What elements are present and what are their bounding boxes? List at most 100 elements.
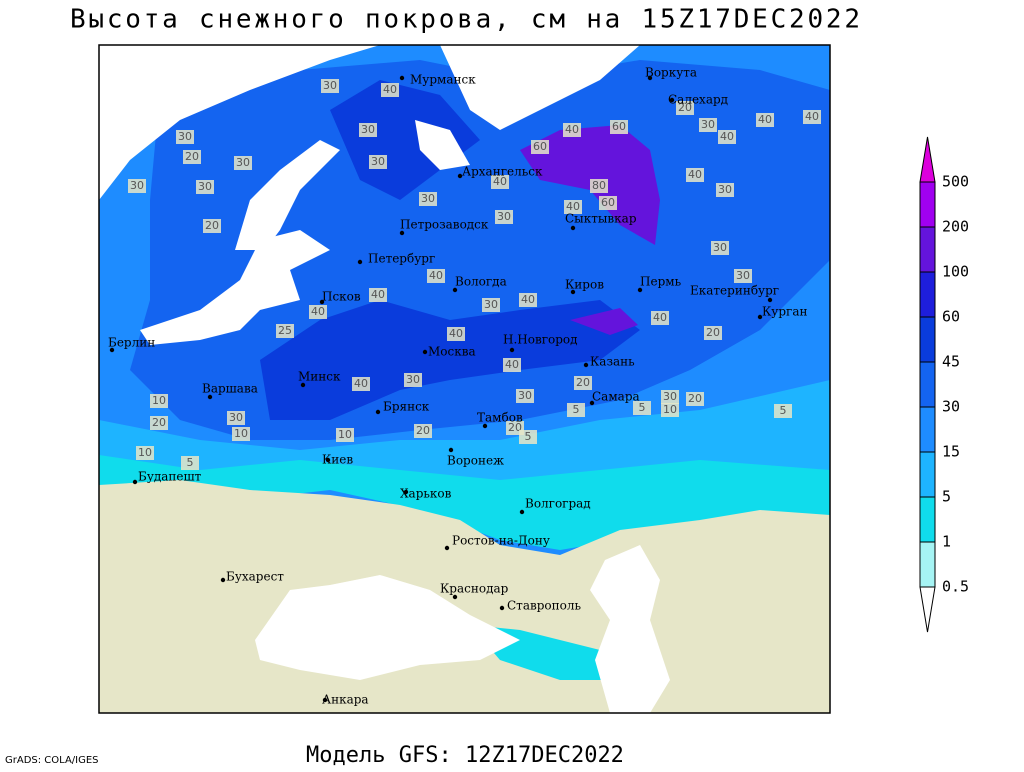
- contour-label: 80: [592, 179, 606, 192]
- map: 30 40 30 30 20 30 30 20 30 30 30 40 60 40 60 80 40 60 30 40…: [99, 45, 830, 713]
- colorbar-label: 60: [942, 308, 960, 326]
- title: Высота снежного покрова, см на 15Z17DEC2…: [70, 5, 860, 35]
- contour-label: 30: [701, 118, 715, 131]
- software-credit: GrADS: COLA/IGES: [5, 755, 99, 766]
- city-label: Вологда: [455, 275, 507, 289]
- contour-label-box: [599, 196, 617, 210]
- contour-label-box: [661, 403, 679, 417]
- contour-label-box: [427, 269, 445, 283]
- city-dot: [583, 362, 589, 368]
- model-caption: Модель GFS: 12Z17DEC2022: [306, 743, 624, 768]
- city-dot: [399, 75, 405, 81]
- city-label: Казань: [590, 355, 635, 369]
- city-label: Брянск: [383, 400, 430, 414]
- contour-label-box: [234, 156, 252, 170]
- city-label: Псков: [322, 290, 361, 304]
- contour-label-box: [128, 179, 146, 193]
- city-dot: [207, 394, 213, 400]
- contour-label: 40: [565, 123, 579, 136]
- contour-label: 60: [612, 120, 626, 133]
- contour-label: 20: [185, 150, 199, 163]
- contour-label-box: [369, 155, 387, 169]
- contour-label-box: [686, 168, 704, 182]
- city-label: Варшава: [202, 382, 258, 396]
- contour-label-box: [203, 219, 221, 233]
- contour-label-box: [661, 390, 679, 404]
- city-label: Анкара: [322, 693, 369, 707]
- contour-label: 20: [205, 219, 219, 232]
- contour-label: 5: [639, 401, 646, 414]
- contour-label: 30: [361, 123, 375, 136]
- city-dot: [767, 297, 773, 303]
- city-dot: [570, 289, 576, 295]
- contour-label-box: [716, 183, 734, 197]
- colorbar-segment: [919, 451, 936, 498]
- contour-label: 40: [720, 130, 734, 143]
- colorbar-label: 500: [942, 173, 969, 191]
- contour-label-box: [369, 288, 387, 302]
- contour-label: 30: [484, 298, 498, 311]
- city-label: Харьков: [400, 487, 452, 501]
- city-dot: [325, 457, 331, 463]
- contour-label: 40: [805, 110, 819, 123]
- colorbar-segment: [919, 271, 936, 318]
- contour-label: 20: [416, 424, 430, 437]
- contour-label: 30: [178, 130, 192, 143]
- contour-label: 40: [758, 113, 772, 126]
- city-dot: [482, 423, 488, 429]
- contour-label-box: [150, 416, 168, 430]
- contour-label: 20: [576, 376, 590, 389]
- colorbar-label: 5: [942, 488, 951, 506]
- contour-label: 40: [493, 175, 507, 188]
- city-dot: [757, 314, 763, 320]
- contour-label-box: [352, 377, 370, 391]
- city-dot: [509, 347, 515, 353]
- city-dot: [669, 97, 675, 103]
- contour-label-box: [447, 327, 465, 341]
- city-label: Волгоград: [525, 497, 591, 511]
- contour-label: 5: [187, 456, 194, 469]
- contour-label: 40: [653, 311, 667, 324]
- contour-label: 30: [323, 79, 337, 92]
- contour-label-box: [196, 180, 214, 194]
- colorbar-label: 1: [942, 533, 951, 551]
- city-dot: [452, 287, 458, 293]
- city-label: Салехард: [668, 93, 728, 107]
- city-dot: [499, 605, 505, 611]
- city-label: Берлин: [108, 336, 155, 350]
- contour-label-box: [336, 428, 354, 442]
- contour-label: 10: [338, 428, 352, 441]
- contour-label-box: [150, 394, 168, 408]
- contour-label: 20: [152, 416, 166, 429]
- contour-label-box: [419, 192, 437, 206]
- contour-label: 40: [449, 327, 463, 340]
- contour-label-box: [519, 293, 537, 307]
- contour-label: 10: [138, 446, 152, 459]
- contour-label: 30: [736, 269, 750, 282]
- contour-label-box: [633, 401, 651, 415]
- colorbar-segment: [919, 316, 936, 363]
- contour-label-box: [404, 373, 422, 387]
- colorbar-segment: [919, 406, 936, 453]
- colorbar-segment: [919, 226, 936, 273]
- map-frame: [98, 44, 831, 714]
- city-label: Ставрополь: [507, 599, 581, 613]
- contour-label: 60: [601, 196, 615, 209]
- contour-label-box: [567, 403, 585, 417]
- contour-label-box: [756, 113, 774, 127]
- contour-label: 10: [234, 427, 248, 440]
- contour-label-box: [651, 311, 669, 325]
- city-dot: [375, 409, 381, 415]
- city-label: Киров: [565, 278, 604, 292]
- colorbar-bottom-triangle: [919, 586, 936, 633]
- city-label: Будапешт: [138, 470, 202, 484]
- contour-label-box: [136, 446, 154, 460]
- contour-label: 20: [678, 101, 692, 114]
- contour-label-box: [321, 79, 339, 93]
- contour-label: 40: [566, 200, 580, 213]
- city-label: Самара: [592, 390, 640, 404]
- contour-label: 40: [383, 83, 397, 96]
- contour-label: 30: [236, 156, 250, 169]
- contour-label: 40: [521, 293, 535, 306]
- contour-label-box: [503, 358, 521, 372]
